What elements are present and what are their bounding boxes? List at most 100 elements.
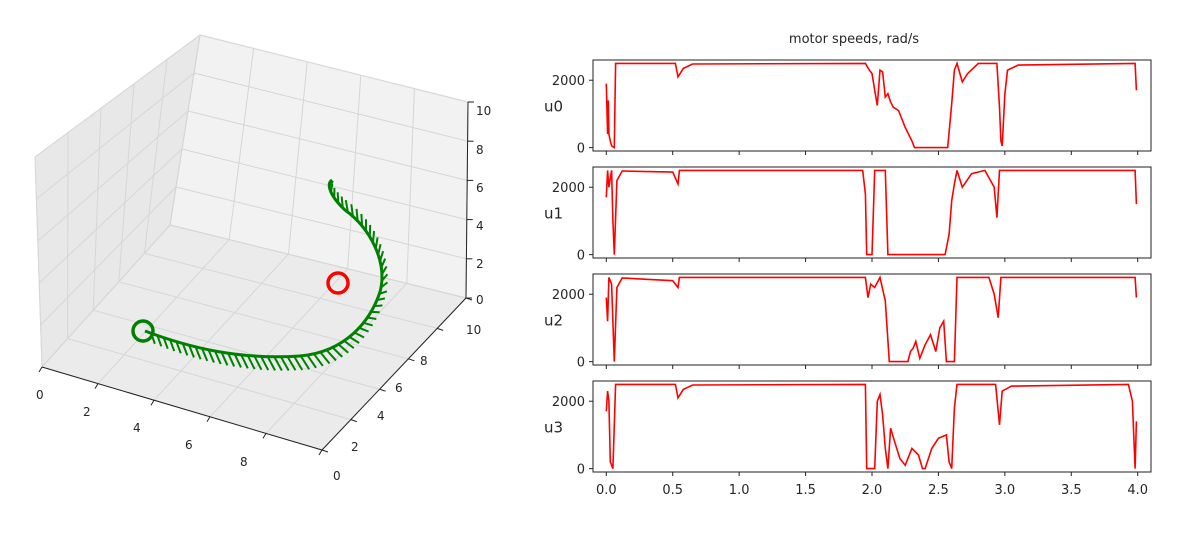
start-marker [326,271,350,295]
grid-line [38,148,183,284]
velocity-arrow [260,355,270,371]
velocity-arrow [286,356,297,371]
x-tick-label: 0.0 [596,483,617,498]
ticks-3d: 0 2 4 6 8 0 2 4 6 8 10 0 2 4 6 8 10 [36,104,491,483]
subplot-u3: 0 2000 u3 [544,380,1152,478]
y-tick-label: 2000 [552,288,585,303]
trajectory-3d [131,178,389,371]
chart-title: motor speeds, rad/s [789,32,919,47]
velocity-arrow [358,326,369,333]
y-axis-line [321,297,467,451]
velocity-arrow [374,304,383,308]
velocity-arrow [340,196,344,209]
grid-line [143,59,168,254]
y-tick-mark [408,358,415,362]
velocity-arrow [380,281,389,289]
y-tick-label: 0 [577,142,585,157]
velocity-arrow [194,346,202,360]
y-tick-label: 2000 [552,181,585,196]
subplot-u2: 0 2000 u2 [544,273,1152,371]
grid-line [287,61,308,255]
grid-line [37,110,189,242]
velocity-arrow [374,237,379,249]
y-tick-mark [321,449,329,453]
x-tick-label: 6 [185,438,193,452]
grid-line [92,108,102,311]
velocity-arrow [372,230,376,243]
velocity-arrow [181,343,189,356]
velocity-arrow [355,208,359,222]
grid-line [181,148,467,221]
x-tick-label: 2 [83,405,91,419]
z-tick-label: 0 [476,293,484,307]
x-tick-mark [94,383,99,389]
velocity-arrow [266,356,276,371]
series-label: u0 [544,98,563,116]
grid-line [187,110,468,181]
series-label: u1 [544,205,563,223]
grid-line [36,72,195,200]
velocity-arrow [343,340,355,349]
grid-line [175,186,467,260]
x-tick-label: 4 [133,421,141,435]
velocity-arrow [360,213,364,227]
x-tick-mark [318,449,323,456]
velocity-arrow [280,356,290,371]
velocity-arrow [313,353,324,367]
z-tick-label: 4 [476,219,484,233]
velocity-arrow [227,352,236,367]
velocity-arrow [293,355,304,371]
grid-line [153,253,289,401]
grid-line [265,283,408,434]
velocity-arrow [380,258,387,269]
velocity-arrow [344,199,349,213]
grid-line [34,156,43,368]
velocity-arrow [325,349,337,362]
x-tick-label: 8 [240,455,248,469]
y-tick-label: 0 [333,469,341,483]
x-tick-label: 0 [36,388,44,402]
velocity-arrow [240,354,249,369]
z-tick-label: 2 [476,257,484,271]
x-tick-label: 4.0 [1127,483,1148,498]
x-tick-mark [206,416,211,423]
x-tick-label: 1.0 [729,483,750,498]
velocity-arrow [330,183,334,193]
trajectory-3d-plot: 0 2 4 6 8 0 2 4 6 8 10 0 2 4 6 8 10 [34,33,491,483]
velocity-arrows [150,180,389,371]
y-tick-mark [437,327,444,331]
velocity-arrow [367,316,377,320]
velocity-arrow [337,343,349,354]
grid-line [34,34,201,158]
x-tick-mark [38,366,43,373]
x-axis-line [41,366,323,451]
subplot-u0: 0 2000 u0 [544,59,1152,157]
series-line-u2 [605,275,1138,363]
y-tick-label: 2 [351,440,359,454]
velocity-arrow [328,180,334,187]
velocity-arrow [379,290,388,295]
velocity-arrow [306,354,317,369]
x-tick-label: 0.5 [662,483,683,498]
grid-line [199,34,469,103]
grid-line [40,186,177,326]
y-tick-label: 2000 [552,395,585,410]
velocity-arrow [162,337,169,350]
z-tick-label: 8 [476,143,484,157]
y-tick-label: 8 [420,354,428,368]
y-tick-label: 6 [395,381,403,395]
velocity-arrow [379,250,385,262]
series-line-u3 [605,383,1138,470]
velocity-arrow [156,335,163,347]
grid-line [118,83,135,282]
grid-line [347,75,362,269]
velocity-arrow [233,353,242,368]
x-tick-mark [150,399,155,406]
velocity-arrow [381,273,389,282]
x-tick-label: 3.5 [1061,483,1082,498]
y-tick-mark [379,388,386,392]
velocity-arrow [350,204,354,217]
grid-line [93,309,380,390]
series-line-u1 [605,169,1138,256]
